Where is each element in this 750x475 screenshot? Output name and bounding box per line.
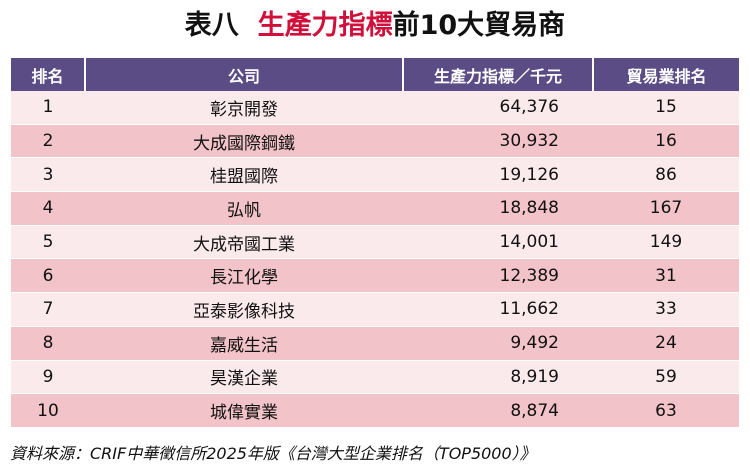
company-cell: 桂盟國際 <box>85 157 403 193</box>
rank-cell: 10 <box>11 393 85 428</box>
source-note: 資料來源：CRIF中華徵信所2025年版《台灣大型企業排名（TOP5000）》 <box>10 444 536 463</box>
header-company: 公司 <box>85 58 404 91</box>
table-row: 5 大成帝國工業 14,001 149 <box>11 225 739 260</box>
company-cell: 城偉實業 <box>85 393 403 428</box>
rank-cell: 7 <box>11 292 85 327</box>
index-cell: 8,874 <box>403 393 593 428</box>
company-cell: 彰京開發 <box>85 91 403 125</box>
index-cell: 9,492 <box>403 326 593 361</box>
index-cell: 19,126 <box>403 157 593 193</box>
rank-cell: 2 <box>11 124 85 159</box>
index-cell: 8,919 <box>403 360 593 395</box>
trade-rank-cell: 15 <box>593 91 739 125</box>
index-cell: 64,376 <box>403 91 593 125</box>
table-row: 6 長江化學 12,389 31 <box>11 258 739 294</box>
rank-cell: 3 <box>11 157 85 193</box>
header-productivity-index: 生產力指標／千元 <box>403 58 594 91</box>
trade-rank-cell: 149 <box>593 225 739 260</box>
company-cell: 嘉威生活 <box>85 326 403 361</box>
table-row: 1 彰京開發 64,376 15 <box>11 91 739 125</box>
company-cell: 長江化學 <box>85 258 403 294</box>
table-row: 10 城偉實業 8,874 63 <box>11 393 739 428</box>
rank-cell: 6 <box>11 258 85 294</box>
table-row: 9 昊漢企業 8,919 59 <box>11 360 739 395</box>
trade-rank-cell: 33 <box>593 292 739 327</box>
ranking-table: 排名 公司 生產力指標／千元 貿易業排名 1 彰京開發 64,376 15 2 … <box>11 58 739 428</box>
title-suffix: 前10大貿易商 <box>392 10 566 41</box>
company-cell: 昊漢企業 <box>85 360 403 395</box>
trade-rank-cell: 16 <box>593 124 739 159</box>
index-cell: 30,932 <box>403 124 593 159</box>
table-row: 3 桂盟國際 19,126 86 <box>11 157 739 193</box>
header-trade-rank: 貿易業排名 <box>593 58 739 91</box>
table-row: 7 亞泰影像科技 11,662 33 <box>11 292 739 327</box>
table-row: 8 嘉威生活 9,492 24 <box>11 326 739 361</box>
index-cell: 18,848 <box>403 191 593 226</box>
trade-rank-cell: 167 <box>593 191 739 226</box>
trade-rank-cell: 86 <box>593 157 739 193</box>
index-cell: 11,662 <box>403 292 593 327</box>
trade-rank-cell: 59 <box>593 360 739 395</box>
rank-cell: 1 <box>11 91 85 125</box>
company-cell: 大成帝國工業 <box>85 225 403 260</box>
trade-rank-cell: 63 <box>593 393 739 428</box>
index-cell: 12,389 <box>403 258 593 294</box>
title-highlight: 生產力指標 <box>257 10 393 41</box>
trade-rank-cell: 24 <box>593 326 739 361</box>
rank-cell: 9 <box>11 360 85 395</box>
rank-cell: 5 <box>11 225 85 260</box>
page-title: 表八 生產力指標前10大貿易商 <box>0 6 750 46</box>
title-prefix: 表八 <box>184 10 239 41</box>
company-cell: 弘帆 <box>85 191 403 226</box>
rank-cell: 8 <box>11 326 85 361</box>
trade-rank-cell: 31 <box>593 258 739 294</box>
table-row: 4 弘帆 18,848 167 <box>11 191 739 226</box>
company-cell: 亞泰影像科技 <box>85 292 403 327</box>
table-row: 2 大成國際鋼鐵 30,932 16 <box>11 124 739 159</box>
company-cell: 大成國際鋼鐵 <box>85 124 403 159</box>
header-rank: 排名 <box>11 58 86 91</box>
table-header-row: 排名 公司 生產力指標／千元 貿易業排名 <box>11 58 739 91</box>
index-cell: 14,001 <box>403 225 593 260</box>
rank-cell: 4 <box>11 191 85 226</box>
